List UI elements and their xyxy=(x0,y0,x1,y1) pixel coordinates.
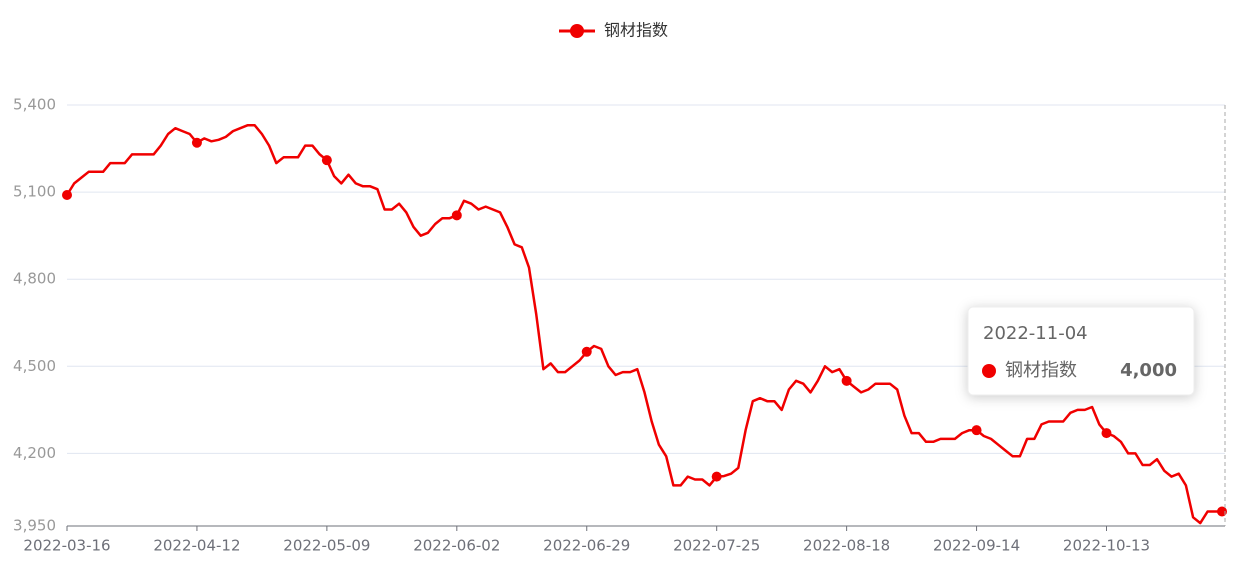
y-tick-label: 4,200 xyxy=(13,444,56,462)
legend-label: 钢材指数 xyxy=(604,21,668,40)
data-point xyxy=(1101,428,1112,439)
legend-marker xyxy=(570,24,584,38)
data-point xyxy=(451,210,462,221)
x-tick-label: 2022-10-13 xyxy=(1063,537,1150,555)
x-tick-label: 2022-08-18 xyxy=(803,537,890,555)
x-tick-label: 2022-06-29 xyxy=(543,537,630,555)
data-point xyxy=(711,471,722,482)
data-point xyxy=(191,137,202,148)
data-point xyxy=(971,425,982,436)
tooltip-value: 4,000 xyxy=(1120,360,1177,381)
x-tick-label: 2022-06-02 xyxy=(413,537,500,555)
data-point xyxy=(321,155,332,166)
y-tick-label: 5,400 xyxy=(13,96,56,114)
tooltip-box xyxy=(967,306,1195,396)
x-tick-label: 2022-07-25 xyxy=(673,537,760,555)
series-line xyxy=(65,124,1222,525)
y-tick-label: 3,950 xyxy=(13,517,56,535)
tooltip-series: 钢材指数 xyxy=(1005,360,1077,381)
legend[interactable]: 钢材指数 xyxy=(559,21,668,40)
x-tick-label: 2022-04-12 xyxy=(153,537,240,555)
y-tick-label: 4,500 xyxy=(13,357,56,375)
x-tick-label: 2022-09-14 xyxy=(933,537,1020,555)
y-tick-label: 4,800 xyxy=(13,270,56,288)
tooltip: 2022-11-04 钢材指数 4,000 xyxy=(967,306,1195,396)
data-point xyxy=(581,346,592,357)
data-point xyxy=(62,190,72,201)
tooltip-marker xyxy=(982,364,996,378)
tooltip-date: 2022-11-04 xyxy=(983,323,1088,344)
x-tick-label: 2022-03-16 xyxy=(23,537,110,555)
x-tick-label: 2022-05-09 xyxy=(283,537,370,555)
data-point xyxy=(841,375,852,386)
y-tick-label: 5,100 xyxy=(13,183,56,201)
